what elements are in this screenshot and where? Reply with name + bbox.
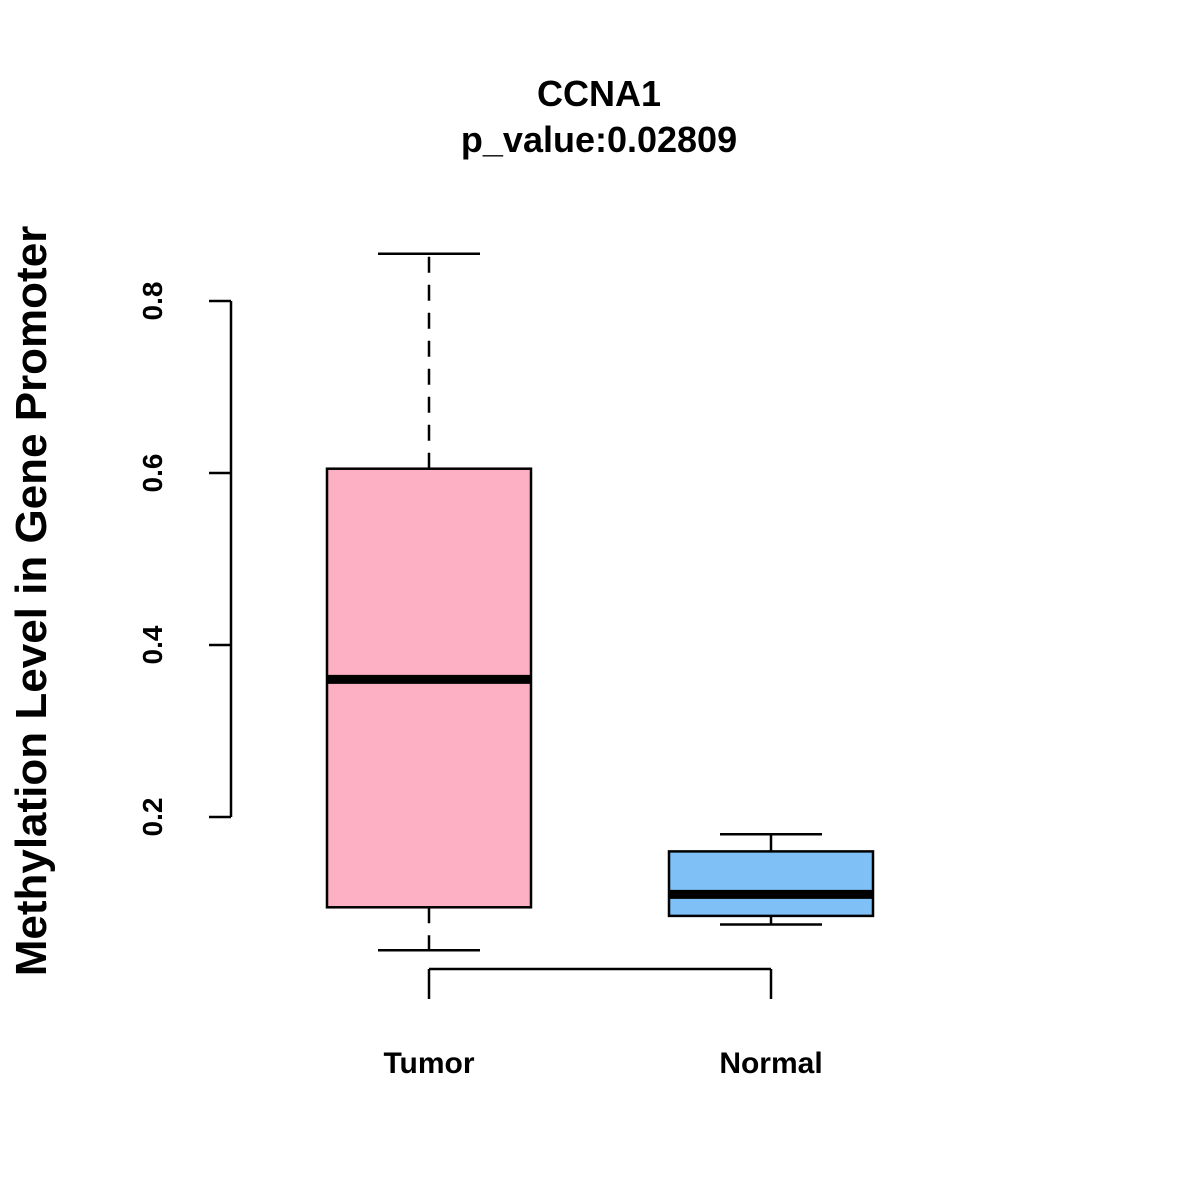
y-axis-label: Methylation Level in Gene Promoter bbox=[7, 226, 56, 977]
box-tumor bbox=[325, 252, 533, 952]
iqr-box bbox=[325, 467, 533, 909]
iqr-box bbox=[667, 850, 875, 918]
chart-subtitle: p_value:0.02809 bbox=[461, 119, 737, 160]
plot-area bbox=[325, 252, 875, 952]
x-tick-label: Normal bbox=[719, 1047, 822, 1080]
x-tick-label: Tumor bbox=[383, 1047, 474, 1080]
y-tick-label: 0.4 bbox=[137, 625, 168, 664]
y-axis: 0.2 0.4 0.6 0.8 bbox=[137, 282, 233, 837]
y-tick-label: 0.6 bbox=[137, 454, 168, 493]
chart-title: CCNA1 bbox=[537, 73, 661, 114]
y-tick-label: 0.2 bbox=[137, 798, 168, 837]
x-axis: Tumor Normal bbox=[383, 967, 823, 1080]
y-tick-label: 0.8 bbox=[137, 282, 168, 321]
box-normal bbox=[667, 832, 875, 926]
